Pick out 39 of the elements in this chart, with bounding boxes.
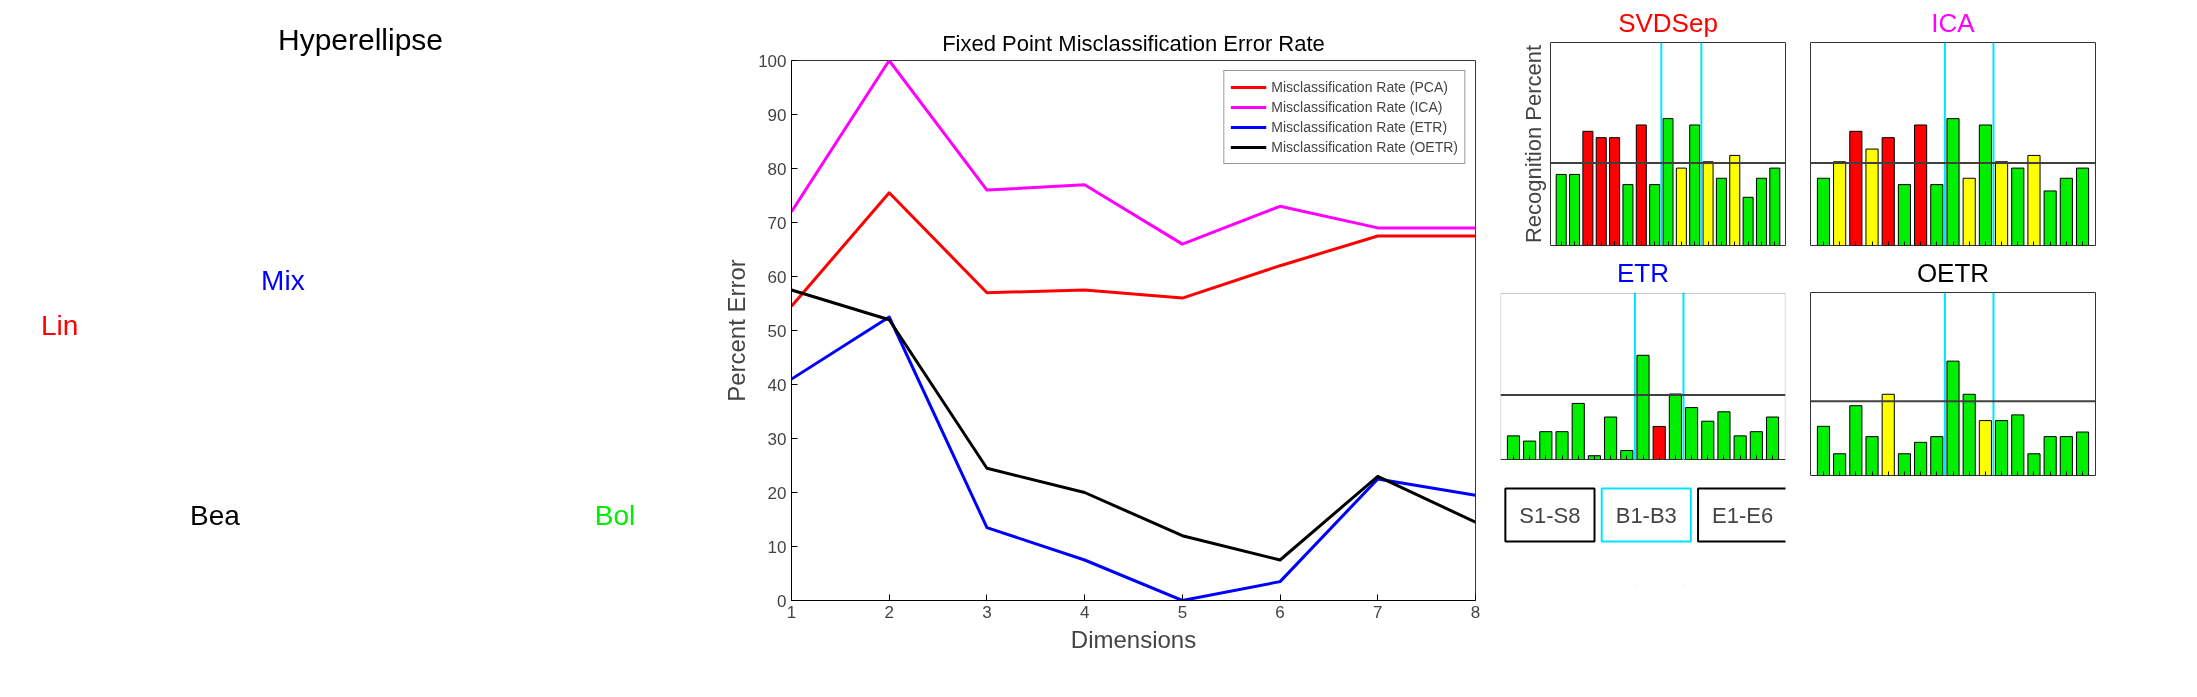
- x-tick-label: 5: [1177, 602, 1188, 622]
- y-tick-label: 100: [758, 51, 787, 71]
- text: Mix: [261, 264, 305, 296]
- text: E1-E6: [1712, 502, 1774, 528]
- text: B1-B3: [1615, 502, 1677, 528]
- x-tick-label: 2: [884, 602, 894, 622]
- legend-label: Misclassification Rate (PCA): [1271, 79, 1448, 95]
- text: Bea: [190, 499, 241, 531]
- text: Bol: [594, 499, 636, 531]
- text: Hyperellipse: [277, 22, 444, 56]
- x-axis-title: Dimensions: [1070, 625, 1197, 653]
- y-tick-label: 50: [767, 321, 787, 341]
- x-tick-label: 7: [1373, 602, 1383, 622]
- x-tick-label: 1: [786, 602, 797, 622]
- y-axis-title: Percent Error: [723, 259, 751, 402]
- y-tick-label: 0: [777, 591, 787, 611]
- legend-label: Misclassification Rate (OETR): [1271, 139, 1458, 155]
- text: S1-S8: [1519, 502, 1581, 528]
- legend-label: Misclassification Rate (ETR): [1271, 119, 1448, 135]
- y-tick-label: 20: [767, 483, 787, 503]
- x-tick-label: 6: [1275, 602, 1285, 622]
- y-tick-label: 40: [767, 375, 787, 395]
- y-tick-label: 90: [767, 105, 787, 125]
- chart-title: SVDSep: [1618, 7, 1718, 38]
- x-tick-label: 4: [1079, 602, 1090, 622]
- chart-title: Fixed Point Misclassification Error Rate: [942, 30, 1325, 56]
- text: Lin: [41, 309, 79, 341]
- legend-label: Misclassification Rate (ICA): [1271, 99, 1443, 115]
- y-tick-label: 80: [767, 159, 787, 179]
- y-axis-title: Recognition Percent: [1520, 44, 1546, 244]
- chart-title: ICA: [1931, 7, 1976, 38]
- y-tick-label: 70: [767, 213, 787, 233]
- chart-title: ETR: [1617, 257, 1669, 288]
- x-tick-label: 3: [982, 602, 992, 622]
- chart-title: OETR: [1916, 257, 1990, 288]
- y-tick-label: 30: [767, 429, 787, 449]
- y-tick-label: 60: [767, 267, 787, 287]
- x-tick-label: 8: [1470, 602, 1481, 622]
- y-tick-label: 10: [767, 537, 787, 557]
